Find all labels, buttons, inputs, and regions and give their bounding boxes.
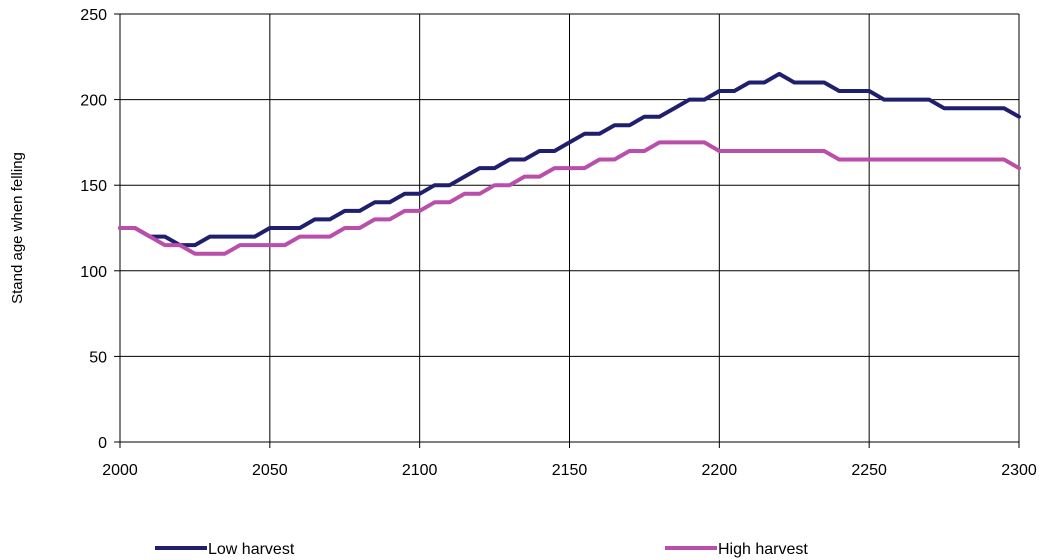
legend-label: High harvest bbox=[718, 541, 808, 558]
y-tick-label: 250 bbox=[80, 7, 107, 24]
x-tick-label: 2200 bbox=[702, 462, 738, 479]
legend-label: Low harvest bbox=[208, 541, 295, 558]
y-tick-label: 200 bbox=[80, 93, 107, 110]
x-tick-label: 2250 bbox=[851, 462, 887, 479]
series-lines bbox=[118, 71, 1021, 256]
y-tick-labels: 0 50 100 150 200 250 bbox=[80, 7, 107, 452]
y-axis-title: Stand age when felling bbox=[9, 152, 26, 304]
x-tick-label: 2300 bbox=[1001, 462, 1037, 479]
y-tick-label: 100 bbox=[80, 264, 107, 281]
gridlines bbox=[119, 13, 1020, 443]
y-tick-label: 50 bbox=[89, 349, 107, 366]
x-tick-label: 2000 bbox=[102, 462, 138, 479]
x-tick-label: 2050 bbox=[252, 462, 288, 479]
legend: Low harvest High harvest bbox=[155, 541, 808, 558]
x-tick-labels: 2000 2050 2100 2150 2200 2250 2300 bbox=[102, 462, 1037, 479]
series-line-low-harvest bbox=[118, 71, 1021, 248]
y-tick-label: 0 bbox=[98, 435, 107, 452]
series-line-high-harvest bbox=[118, 140, 1021, 256]
x-tick-label: 2150 bbox=[552, 462, 588, 479]
y-tick-label: 150 bbox=[80, 178, 107, 195]
x-tick-label: 2100 bbox=[402, 462, 438, 479]
